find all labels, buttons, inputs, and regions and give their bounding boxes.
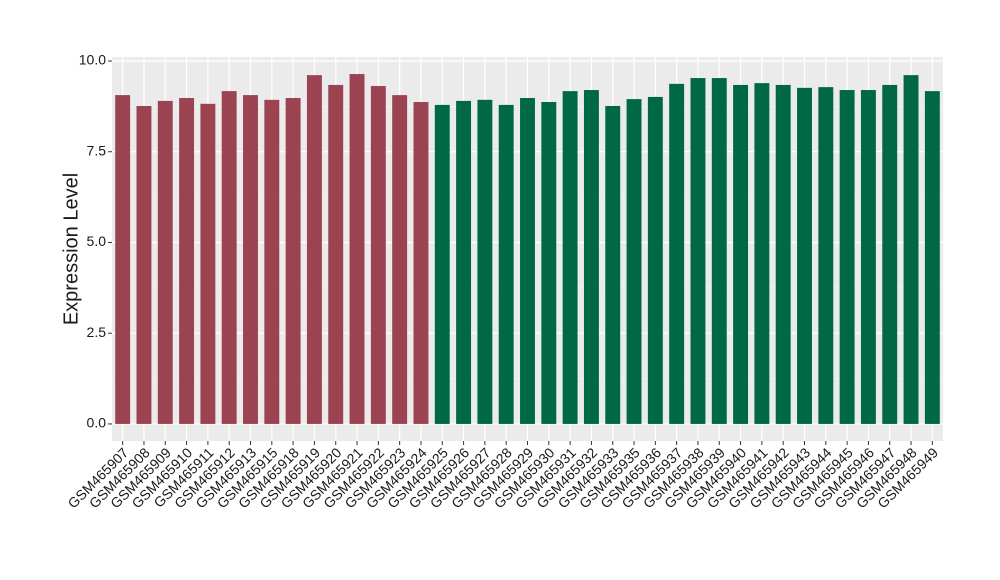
y-axis-title: Expression Level: [60, 173, 82, 325]
bar: [264, 99, 280, 424]
y-tick-label: 5.0: [87, 233, 107, 249]
bar: [903, 75, 919, 424]
bar: [669, 83, 685, 424]
y-tick-label: 7.5: [87, 142, 107, 158]
bar: [797, 87, 812, 424]
bar: [370, 86, 386, 424]
bar: [839, 90, 855, 424]
bar: [136, 105, 152, 424]
y-tick-label: 2.5: [87, 324, 107, 340]
bar: [924, 91, 940, 424]
bar: [626, 99, 642, 424]
bar: [285, 98, 301, 424]
bar: [157, 100, 173, 424]
bar: [413, 102, 429, 424]
bar: [775, 84, 791, 424]
bar: [733, 84, 749, 424]
bar: [456, 100, 472, 424]
y-tick-label: 0.0: [87, 415, 107, 431]
bar: [243, 95, 258, 424]
bar: [882, 84, 898, 424]
bar: [392, 95, 408, 424]
bar: [328, 84, 344, 424]
bar: [818, 87, 834, 424]
bar: [498, 104, 514, 424]
bar: [541, 102, 557, 424]
bar: [860, 90, 876, 424]
bar: [221, 91, 237, 424]
bar: [605, 105, 621, 424]
bar: [754, 83, 770, 424]
bar: [349, 74, 365, 424]
bar: [711, 78, 727, 424]
bar: [179, 98, 195, 424]
bar: [115, 95, 131, 424]
bar: [583, 90, 599, 424]
bar: [647, 96, 663, 424]
bar: [477, 99, 493, 424]
bar: [562, 91, 578, 424]
y-tick-label: 10.0: [79, 52, 106, 68]
bar: [200, 103, 216, 424]
bar: [520, 98, 535, 424]
bar: [690, 78, 706, 424]
bar: [306, 75, 322, 424]
bar: [434, 104, 450, 424]
